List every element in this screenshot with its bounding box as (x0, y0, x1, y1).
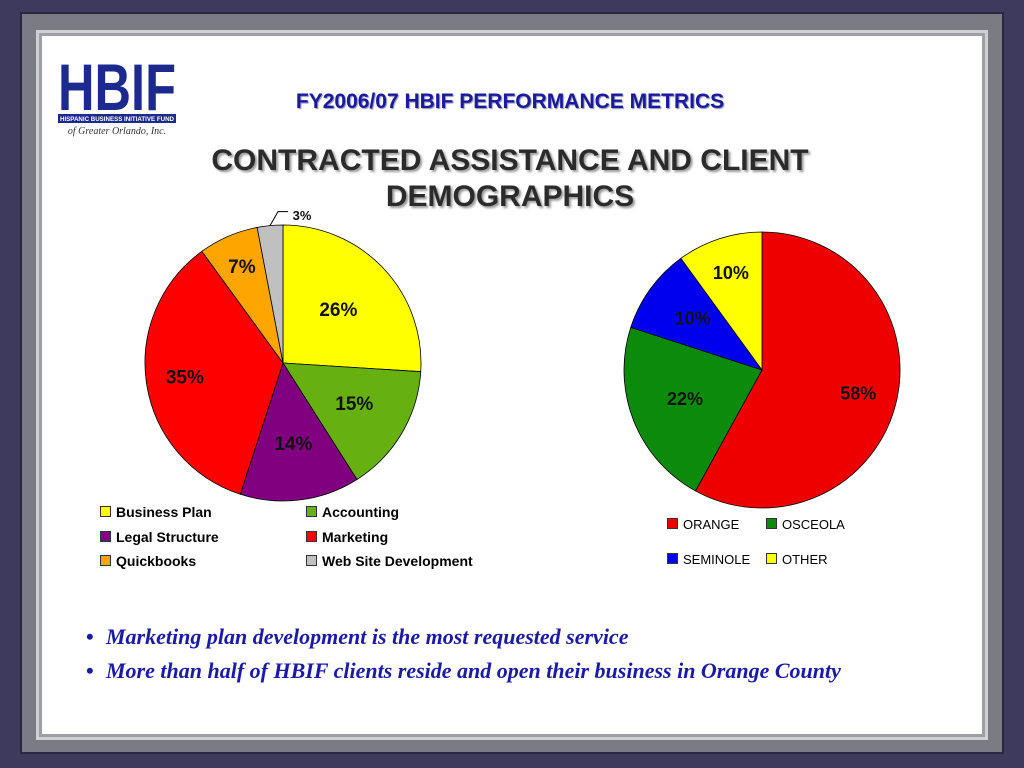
data-label: 58% (840, 383, 876, 403)
subtitle-line-2: DEMOGRAPHICS (385, 180, 635, 213)
legend-label: Marketing (322, 529, 389, 545)
leader-line (269, 211, 289, 226)
legend-swatch (100, 531, 111, 542)
legend-label: OSCEOLA (782, 517, 845, 532)
data-label: 7% (228, 257, 256, 278)
bullet-dot-icon: • (86, 658, 94, 683)
legend-swatch (667, 553, 678, 564)
legend-item: OSCEOLA (766, 517, 845, 532)
svg-text:HBIF: HBIF (58, 50, 176, 124)
bullet-item: • Marketing plan development is the most … (86, 620, 946, 654)
legend-swatch (306, 555, 317, 566)
bullet-dot-icon: • (86, 624, 94, 649)
data-label: 14% (274, 434, 312, 455)
legend-swatch (306, 531, 317, 542)
legend-label: Accounting (322, 504, 399, 520)
pie-slice-osceola (623, 326, 763, 492)
bullet-text: More than half of HBIF clients reside an… (106, 658, 841, 683)
county-legend: ORANGE OSCEOLA SEMINOLE OTHER (667, 517, 927, 577)
legend-swatch (100, 555, 111, 566)
page-subtitle: CONTRACTED ASSISTANCE AND CLIENT DEMOGRA… (150, 143, 870, 215)
legend-item: Legal Structure (100, 529, 219, 545)
legend-item: Accounting (306, 504, 399, 520)
services-legend: Business Plan Accounting Legal Structure… (100, 504, 520, 574)
legend-item: OTHER (766, 552, 828, 567)
data-label: 10% (675, 308, 711, 328)
svg-text:HISPANIC BUSINESS INITIATIVE F: HISPANIC BUSINESS INITIATIVE FUND (60, 117, 175, 123)
services-pie-chart: 26% 15% 14% 35% 7% 3% (144, 208, 422, 502)
data-label: 35% (166, 368, 204, 389)
legend-label: OTHER (782, 552, 828, 567)
pie-slice-seminole (630, 257, 764, 371)
pie-slice-orange (694, 231, 901, 509)
svg-text:of Greater Orlando, Inc.: of Greater Orlando, Inc. (68, 126, 166, 137)
pie-slice-other (680, 231, 763, 372)
pie-slice-web-site-development (256, 224, 284, 364)
hbif-logo: HBIF HISPANIC BUSINESS INITIATIVE FUND o… (58, 50, 176, 137)
legend-label: SEMINOLE (683, 552, 751, 567)
legend-label: Business Plan (116, 504, 212, 520)
legend-swatch (100, 506, 111, 517)
county-pie-chart: 58% 22% 10% 10% (623, 231, 901, 509)
data-label: 3% (293, 208, 312, 223)
data-label: 26% (319, 300, 357, 321)
data-label: 10% (713, 263, 749, 283)
legend-item: Web Site Development (306, 553, 473, 569)
bullet-list: • Marketing plan development is the most … (86, 620, 946, 688)
legend-item: Business Plan (100, 504, 212, 520)
pie-slice-marketing (144, 250, 284, 495)
legend-label: Web Site Development (322, 553, 473, 569)
legend-swatch (766, 553, 777, 564)
legend-item: Quickbooks (100, 553, 196, 569)
pie-slice-legal-structure (239, 362, 358, 502)
pie-slice-business-plan (282, 224, 422, 373)
legend-item: Marketing (306, 529, 388, 545)
legend-label: Quickbooks (116, 553, 197, 569)
subtitle-line-1: CONTRACTED ASSISTANCE AND CLIENT (211, 144, 809, 177)
legend-swatch (766, 518, 777, 529)
bullet-text: Marketing plan development is the most r… (106, 624, 629, 649)
legend-swatch (306, 506, 317, 517)
legend-swatch (667, 518, 678, 529)
legend-item: SEMINOLE (667, 552, 750, 567)
bullet-item: • More than half of HBIF clients reside a… (86, 654, 946, 688)
pie-slice-accounting (282, 362, 422, 481)
page-title: FY2006/07 HBIF PERFORMANCE METRICS (295, 90, 725, 113)
data-label: 22% (667, 389, 703, 409)
legend-label: Legal Structure (116, 529, 219, 545)
legend-label: ORANGE (683, 517, 740, 532)
legend-item: ORANGE (667, 517, 739, 532)
data-label: 15% (335, 394, 373, 415)
